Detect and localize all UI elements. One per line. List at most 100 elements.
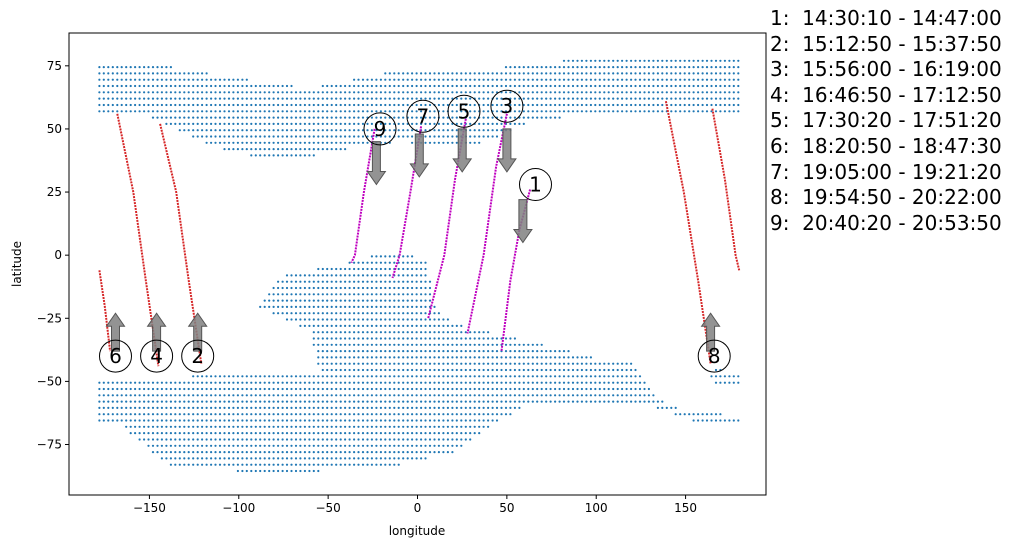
coverage-point (487, 116, 490, 119)
coverage-point (527, 362, 530, 365)
coverage-point (272, 444, 275, 447)
coverage-point (424, 387, 427, 391)
coverage-point (402, 368, 405, 372)
coverage-point (339, 280, 342, 283)
coverage-point (679, 78, 682, 81)
coverage-point (330, 425, 333, 428)
coverage-point (107, 406, 110, 409)
coverage-point (165, 116, 168, 119)
coverage-point (147, 381, 150, 384)
coverage-point (277, 394, 280, 397)
coverage-point (433, 324, 436, 327)
coverage-point (388, 261, 391, 264)
coverage-point (317, 451, 320, 454)
coverage-point (375, 343, 378, 346)
coverage-point (259, 381, 262, 384)
coverage-point (348, 463, 351, 466)
coverage-point (375, 293, 378, 296)
coverage-point (370, 356, 373, 359)
coverage-point (321, 419, 324, 422)
coverage-point (451, 444, 454, 447)
track-9-arrow (366, 141, 387, 186)
coverage-point (134, 91, 137, 94)
coverage-point (638, 72, 642, 75)
coverage-point (424, 324, 427, 327)
coverage-point (719, 419, 722, 422)
coverage-point (250, 432, 253, 435)
coverage-point (688, 103, 691, 107)
coverage-point (379, 116, 382, 119)
coverage-point (482, 84, 485, 88)
coverage-point (428, 299, 432, 302)
coverage-point (571, 400, 575, 403)
coverage-point (339, 299, 342, 302)
coverage-point (482, 110, 485, 113)
coverage-point (196, 406, 199, 409)
coverage-point (384, 122, 387, 125)
coverage-point (576, 84, 579, 88)
coverage-point (232, 400, 235, 403)
coverage-point (281, 280, 284, 283)
coverage-point (402, 110, 405, 113)
coverage-point (277, 122, 280, 125)
coverage-point (236, 375, 239, 378)
coverage-point (415, 293, 418, 296)
coverage-point (303, 318, 306, 321)
coverage-point (487, 135, 490, 138)
coverage-point (558, 97, 561, 100)
coverage-point (223, 110, 226, 113)
coverage-point (344, 97, 347, 100)
coverage-point (299, 375, 302, 378)
coverage-point (111, 72, 114, 75)
y-tick-label: −25 (37, 311, 62, 325)
coverage-point (406, 432, 409, 435)
coverage-point (348, 91, 351, 94)
coverage-point (495, 103, 499, 107)
coverage-point (299, 381, 302, 384)
coverage-point (339, 425, 342, 428)
coverage-point (375, 432, 378, 435)
coverage-point (589, 375, 593, 378)
coverage-point (268, 129, 271, 132)
coverage-point (437, 444, 440, 447)
coverage-point (545, 362, 548, 365)
coverage-point (353, 387, 356, 391)
coverage-point (357, 438, 360, 441)
coverage-point (428, 84, 432, 88)
coverage-point (138, 394, 141, 397)
coverage-point (379, 432, 382, 435)
coverage-point (442, 400, 445, 403)
coverage-point (424, 375, 427, 378)
coverage-point (299, 129, 302, 132)
coverage-point (245, 413, 248, 416)
coverage-point (294, 444, 298, 447)
coverage-point (509, 362, 512, 365)
coverage-point (277, 293, 280, 296)
y-tick-label: 0 (54, 248, 62, 262)
coverage-point (277, 438, 280, 441)
coverage-point (428, 375, 432, 378)
coverage-point (509, 110, 512, 113)
coverage-point (424, 337, 427, 340)
coverage-point (335, 356, 338, 359)
coverage-point (442, 362, 445, 365)
coverage-point (223, 419, 226, 422)
coverage-point (245, 394, 248, 397)
coverage-point (580, 78, 584, 81)
y-axis-label: latitude (10, 241, 24, 287)
coverage-point (406, 135, 409, 138)
coverage-point (393, 331, 396, 334)
coverage-point (697, 91, 700, 94)
coverage-point (433, 78, 436, 81)
coverage-point (285, 469, 289, 473)
coverage-point (442, 103, 445, 107)
coverage-point (205, 400, 208, 403)
coverage-point (236, 451, 239, 454)
coverage-point (692, 419, 695, 422)
coverage-point (361, 356, 365, 359)
coverage-point (589, 91, 593, 94)
coverage-point (603, 387, 606, 391)
coverage-point (344, 331, 347, 334)
coverage-point (513, 72, 517, 75)
coverage-point (353, 293, 356, 296)
